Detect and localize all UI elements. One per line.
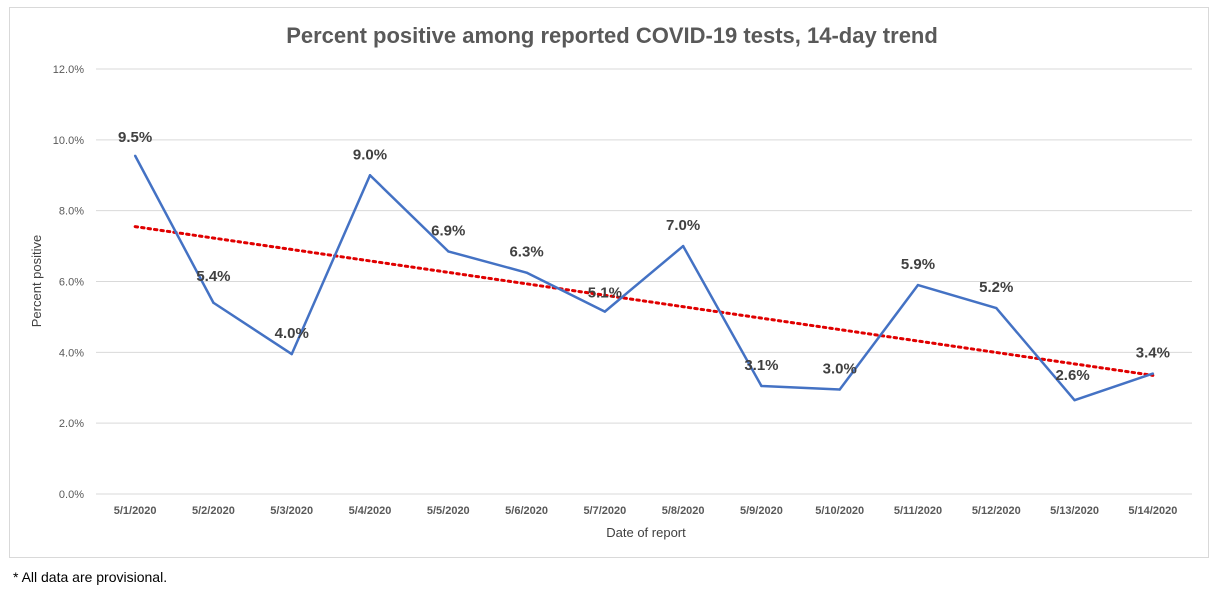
data-label: 2.6% xyxy=(1055,367,1089,384)
y-axis-label: Percent positive xyxy=(29,235,44,328)
x-tick-label: 5/7/2020 xyxy=(583,505,626,517)
data-label: 7.0% xyxy=(666,217,700,234)
y-tick-label: 0.0% xyxy=(59,489,84,501)
trendline-layer xyxy=(133,225,1155,377)
footnote: * All data are provisional. xyxy=(13,569,168,585)
data-point xyxy=(838,388,841,391)
data-point xyxy=(368,174,372,177)
x-tick-label: 5/5/2020 xyxy=(427,505,470,517)
x-axis-ticks: 5/1/2020 5/2/2020 5/3/2020 5/4/2020 5/5/2020… xyxy=(114,505,1178,517)
x-tick-label: 5/6/2020 xyxy=(505,505,548,517)
data-labels: 9.5% 5.4% 4.0% 9.0% 6.9% 6.3% 5.1% 7.0% 3.1% 3.0%… xyxy=(118,129,1170,384)
y-tick-label: 4.0% xyxy=(59,347,84,359)
data-point xyxy=(760,384,763,388)
data-point xyxy=(603,310,607,313)
y-tick-label: 2.0% xyxy=(59,418,84,430)
x-tick-label: 5/1/2020 xyxy=(114,505,157,517)
y-tick-label: 12.0% xyxy=(53,64,84,76)
data-point xyxy=(133,154,137,157)
series-layer xyxy=(133,154,1155,402)
data-point xyxy=(1073,398,1076,402)
chart-frame: Percent positive among reported COVID-19… xyxy=(9,7,1209,558)
data-point xyxy=(1151,372,1155,375)
y-tick-label: 6.0% xyxy=(59,277,84,289)
series-line xyxy=(134,155,1154,402)
x-tick-label: 5/12/2020 xyxy=(972,505,1021,517)
x-tick-label: 5/2/2020 xyxy=(192,505,235,517)
data-label: 4.0% xyxy=(275,325,309,342)
data-point xyxy=(995,306,998,310)
line-chart: Percent positive among reported COVID-19… xyxy=(29,23,1192,540)
data-point xyxy=(447,250,450,253)
chart-title: Percent positive among reported COVID-19… xyxy=(286,23,938,48)
x-tick-label: 5/13/2020 xyxy=(1050,505,1099,517)
data-point xyxy=(525,271,528,274)
data-point xyxy=(916,283,920,287)
x-tick-label: 5/10/2020 xyxy=(815,505,864,517)
data-point xyxy=(681,244,685,248)
x-tick-label: 5/9/2020 xyxy=(740,505,783,517)
data-point xyxy=(212,301,215,304)
x-tick-label: 5/14/2020 xyxy=(1128,505,1177,517)
data-label: 6.3% xyxy=(509,244,543,261)
data-label: 5.2% xyxy=(979,279,1013,296)
data-label: 9.5% xyxy=(118,129,152,146)
data-label: 3.1% xyxy=(744,357,778,374)
data-point xyxy=(290,352,293,356)
x-tick-label: 5/3/2020 xyxy=(270,505,313,517)
x-tick-label: 5/11/2020 xyxy=(894,505,942,517)
data-label: 5.1% xyxy=(588,285,622,302)
data-label: 3.0% xyxy=(823,361,857,378)
data-label: 3.4% xyxy=(1136,345,1170,362)
gridlines xyxy=(96,68,1192,495)
y-axis-ticks: 0.0% 2.0% 4.0% 6.0% 8.0% 10.0% 12.0% xyxy=(53,64,84,501)
x-tick-label: 5/8/2020 xyxy=(662,505,705,517)
x-tick-label: 5/4/2020 xyxy=(349,505,392,517)
y-tick-label: 8.0% xyxy=(59,206,84,218)
data-label: 5.4% xyxy=(196,268,230,285)
data-label: 5.9% xyxy=(901,256,935,273)
x-axis-label: Date of report xyxy=(606,525,686,540)
data-label: 6.9% xyxy=(431,222,465,239)
trendline xyxy=(133,225,1155,377)
y-tick-label: 10.0% xyxy=(53,135,84,147)
data-label: 9.0% xyxy=(353,146,387,163)
